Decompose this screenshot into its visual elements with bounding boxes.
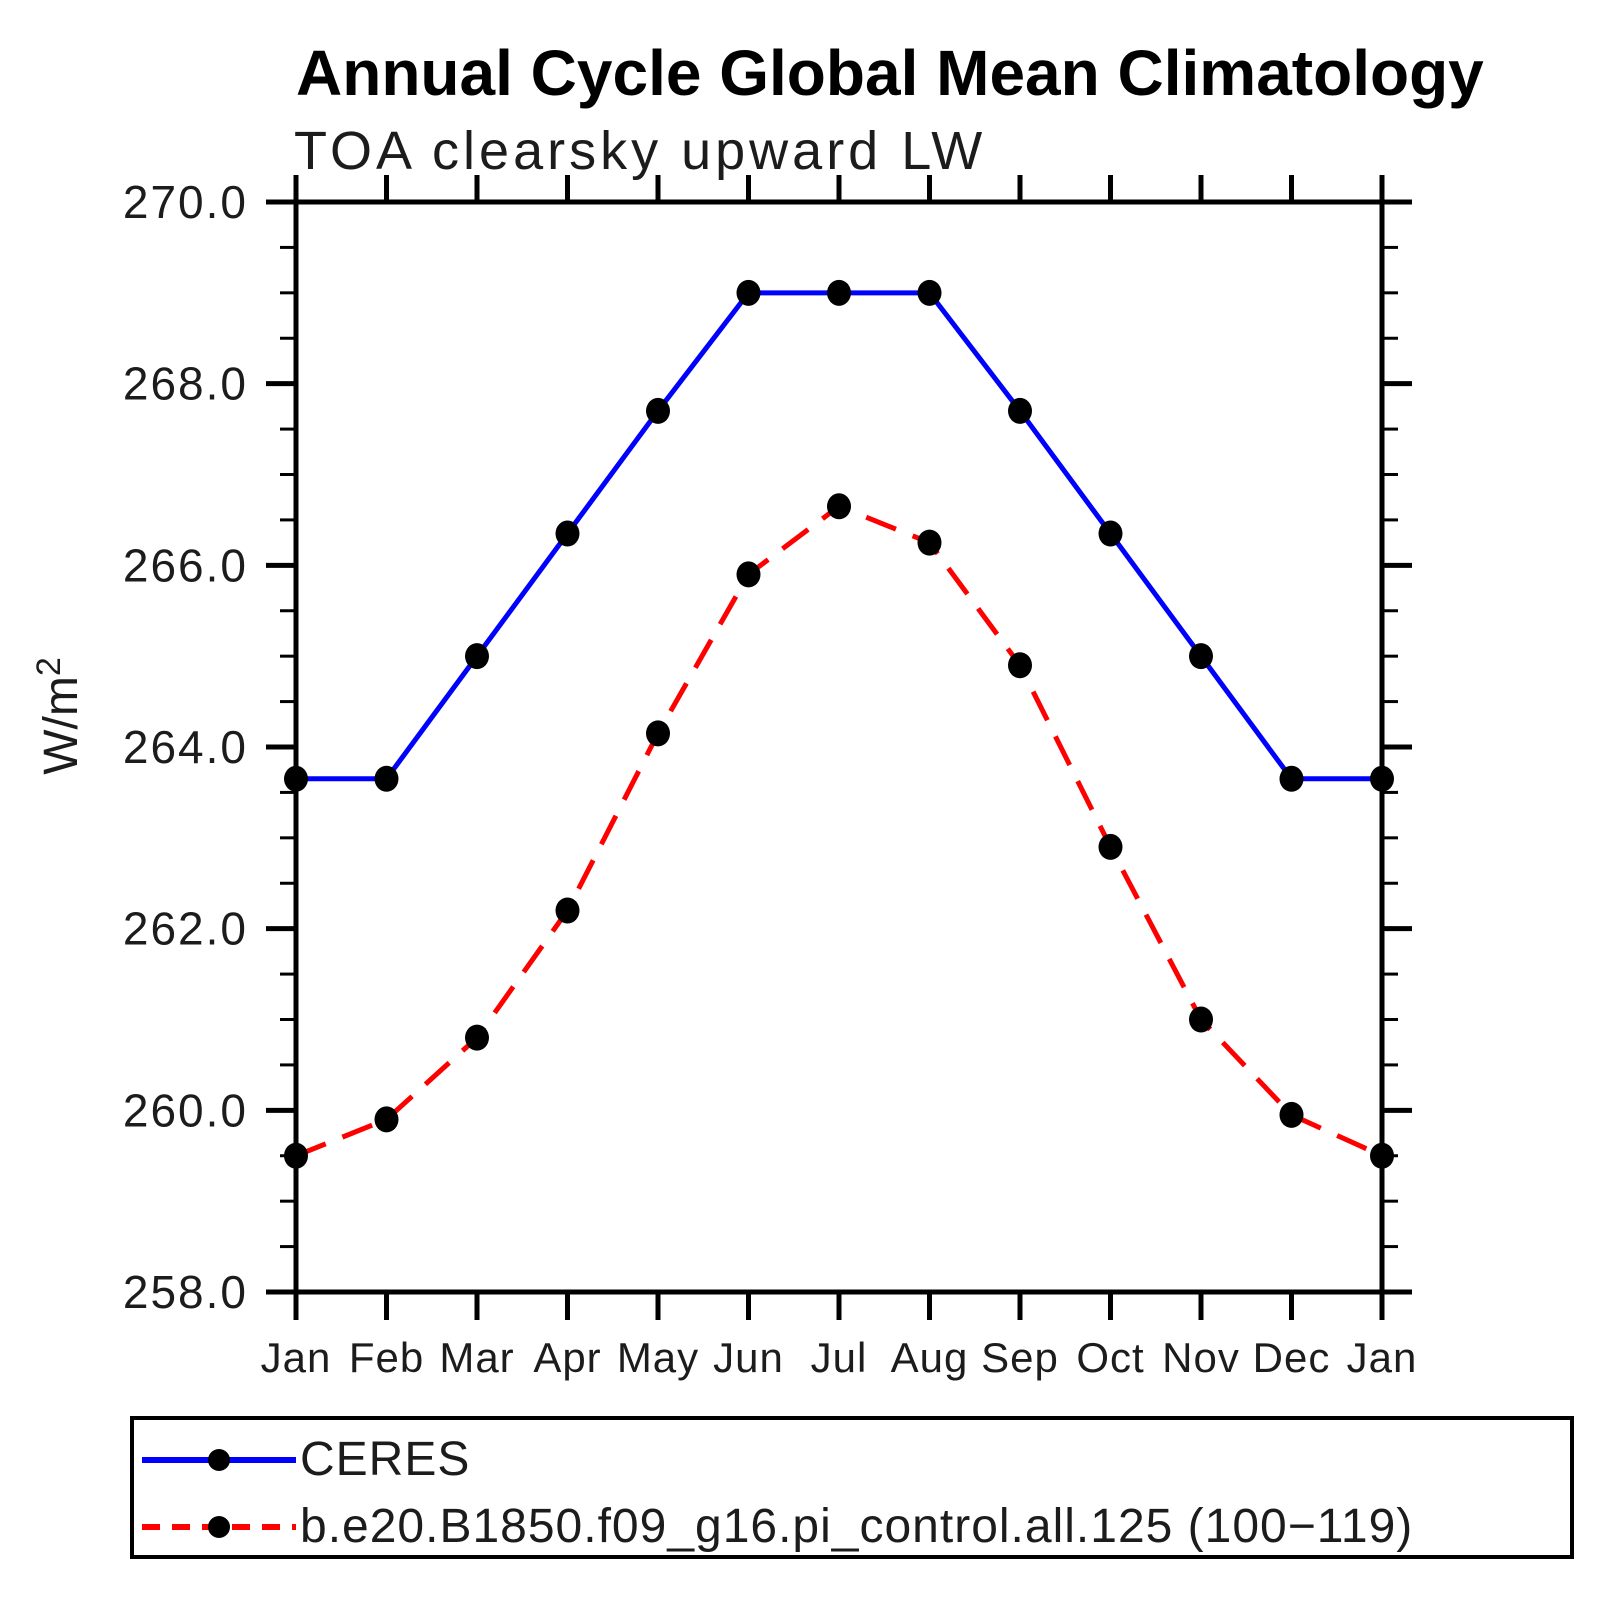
- x-tick-label: May: [617, 1334, 699, 1381]
- ceres-data-point: [917, 279, 942, 306]
- legend-marker-dot: [208, 1516, 230, 1538]
- model-data-point: [1008, 652, 1032, 679]
- model-line: [295, 503, 1384, 1159]
- legend-label-model: b.e20.B1850.f09_g16.pi_control.all.125 (…: [300, 1500, 1414, 1553]
- model-data-point: [1098, 833, 1123, 860]
- y-tick-label: 268.0: [123, 358, 248, 410]
- y-tick-label: 260.0: [123, 1084, 248, 1136]
- ceres-line: [296, 290, 1382, 782]
- ceres-data-point: [1098, 520, 1123, 547]
- model-data-point: [374, 1106, 399, 1133]
- ceres-data-point: [1008, 397, 1032, 424]
- x-tick-label: Apr: [533, 1334, 601, 1381]
- model-data-point: [1370, 1142, 1394, 1169]
- ceres-data-point: [465, 643, 489, 670]
- y-tick-label: 262.0: [123, 903, 248, 955]
- legend-label-ceres: CERES: [300, 1433, 471, 1486]
- ceres-data-point: [646, 397, 670, 424]
- x-tick-label: Jul: [811, 1334, 868, 1381]
- model-data-point: [284, 1142, 308, 1169]
- legend-marker-dot: [208, 1449, 230, 1471]
- legend-line-sample-dashed: [142, 1516, 296, 1538]
- y-tick-label: 264.0: [123, 721, 248, 773]
- legend-entry-model: b.e20.B1850.f09_g16.pi_control.all.125 (…: [138, 1500, 1414, 1553]
- ceres-data-point: [374, 765, 399, 792]
- x-tick-label: Aug: [891, 1334, 969, 1381]
- model-data-point: [827, 493, 851, 520]
- y-tick-label: 266.0: [123, 539, 248, 591]
- plot-frame: [293, 199, 1385, 1295]
- model-data-point: [736, 561, 761, 588]
- legend-entry-ceres: CERES: [138, 1433, 471, 1486]
- ceres-data-point: [1279, 765, 1304, 792]
- x-tick-label: Dec: [1253, 1334, 1331, 1381]
- chart-subtitle: TOA clearsky upward LW: [294, 121, 987, 181]
- x-tick-label: Sep: [981, 1334, 1059, 1381]
- x-tick-label: Jan: [261, 1334, 332, 1381]
- ceres-data-point: [736, 279, 761, 306]
- ceres-data-point: [827, 279, 851, 306]
- ceres-data-point: [555, 520, 580, 547]
- y-tick-label: 258.0: [123, 1266, 248, 1318]
- legend-line-sample-solid: [142, 1449, 296, 1471]
- legend-box: CERES b.e20.B1850.f09_g16.pi_control.all…: [130, 1416, 1574, 1559]
- model-data-point: [1279, 1101, 1304, 1128]
- x-tick-label: Jan: [1347, 1334, 1418, 1381]
- model-data-point: [1189, 1006, 1213, 1033]
- x-tick-label: Mar: [439, 1334, 514, 1381]
- x-tick-label: Oct: [1076, 1334, 1144, 1381]
- ceres-data-point: [1189, 643, 1213, 670]
- ceres-data-point: [1370, 765, 1394, 792]
- model-data-point: [465, 1024, 489, 1051]
- x-tick-label: Jun: [713, 1334, 784, 1381]
- model-data-point: [646, 720, 670, 747]
- model-data-point: [917, 529, 942, 556]
- model-data-point: [555, 897, 580, 924]
- x-tick-label: Nov: [1162, 1334, 1240, 1381]
- chart-title: Annual Cycle Global Mean Climatology: [296, 37, 1484, 109]
- ceres-data-point: [284, 765, 308, 792]
- y-tick-label: 270.0: [123, 176, 248, 228]
- x-tick-label: Feb: [349, 1334, 424, 1381]
